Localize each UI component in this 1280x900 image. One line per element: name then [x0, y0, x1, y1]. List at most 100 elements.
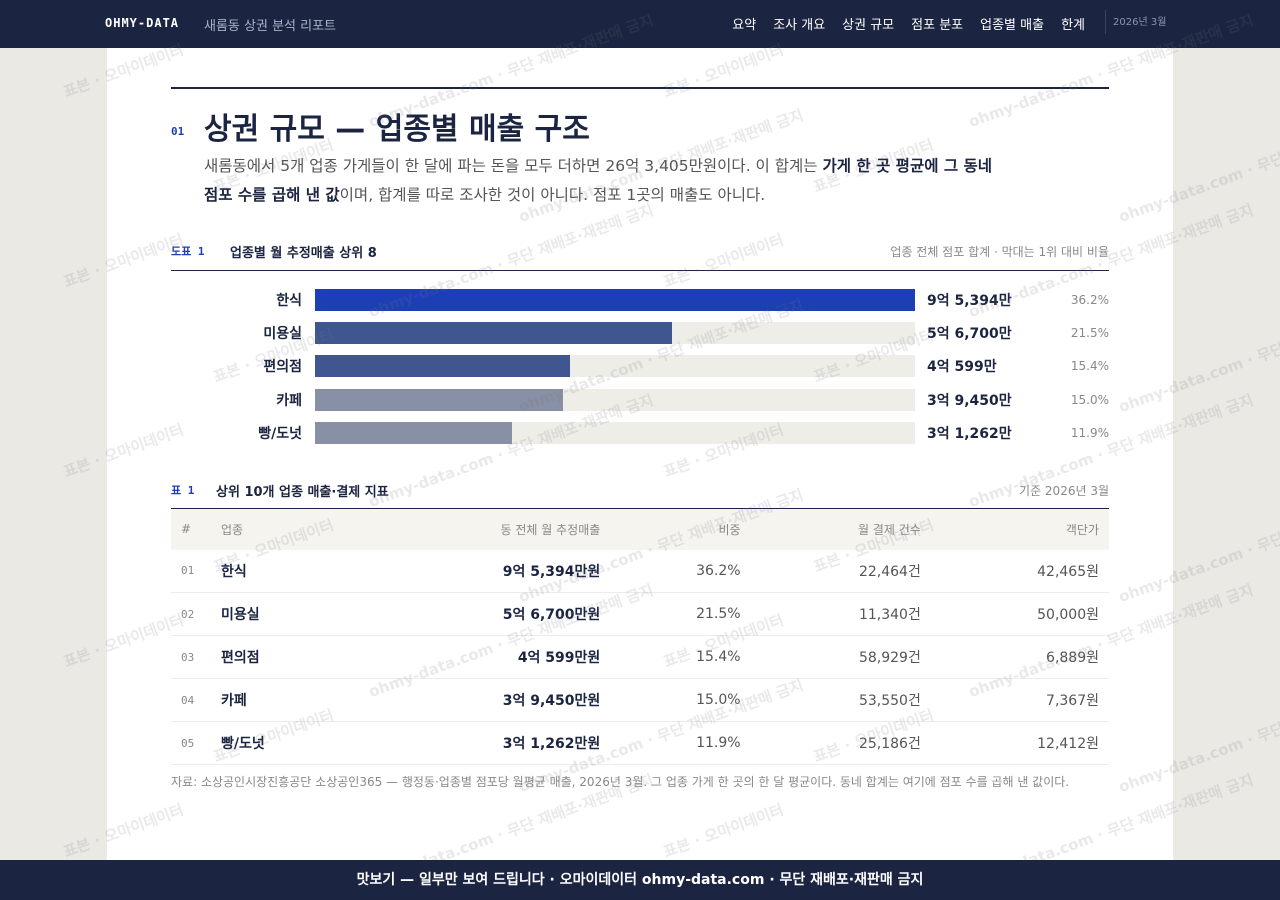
- bar: [315, 388, 564, 411]
- table-title: 상위 10개 업종 매출·결제 지표: [216, 485, 389, 500]
- table-cell: 21.5%: [610, 592, 751, 636]
- table-cell: 05: [171, 721, 211, 765]
- nav-link[interactable]: 요약: [732, 18, 757, 33]
- figure-label: 도표 1: [171, 245, 205, 258]
- nav-link[interactable]: 점포 분포: [911, 18, 964, 33]
- nav-link[interactable]: 한계: [1061, 18, 1085, 33]
- share-label: 15.4%: [1070, 359, 1109, 374]
- share-label: 36.2%: [1070, 293, 1109, 307]
- section-paragraph: 새롬동에서 5개 업종 가게들이 한 달에 파는 돈을 모두 더하면 26억 3…: [204, 152, 1004, 210]
- bar: [315, 421, 512, 444]
- table-row: 01 한식 9억 5,394만원 36.2% 22,464건 42,465원: [171, 549, 1109, 593]
- bar-track: [315, 289, 915, 311]
- table-cell: 6,889원: [930, 635, 1109, 679]
- table-cell: 58,929건: [750, 635, 931, 679]
- table-cell: 02: [171, 592, 211, 636]
- nav-link[interactable]: 조사 개요: [773, 18, 826, 33]
- section-number: 01: [171, 125, 185, 138]
- share-label: 21.5%: [1070, 326, 1109, 341]
- bar-row: 편의점 4억 599만 15.4%: [171, 355, 1109, 378]
- table-cell: 11.9%: [610, 721, 751, 765]
- paragraph-text: 가게 한 곳 평균에 그 동네 점포 수를 곱해 낸 값: [204, 157, 993, 204]
- table-header: # 업종 동 전체 월 추정매출 비중 월 결제 건수 객단가: [171, 508, 1109, 550]
- nav-link[interactable]: 상권 규모: [842, 18, 895, 33]
- column-header: 비중: [610, 508, 751, 550]
- table-label: 표 1: [171, 484, 195, 497]
- table-body: 01 한식 9억 5,394만원 36.2% 22,464건 42,465원 02 미용실 5억…: [171, 549, 1109, 765]
- table-row: 03 편의점 4억 599만원 15.4% 58,929건 6,889원: [171, 635, 1109, 679]
- table-cell: 25,186건: [750, 721, 931, 765]
- table-cell: 22,464건: [750, 549, 931, 593]
- bar: [315, 355, 571, 378]
- bar-row: 한식 9억 5,394만 36.2%: [171, 289, 1109, 311]
- top-nav: OHMY-DATA 새롬동 상권 분석 리포트 요약 조사 개요 상권 규모 점포 분…: [0, 0, 1280, 48]
- nav-links: 요약 조사 개요 상권 규모 점포 분포 업종별 매출 한계: [732, 14, 1085, 33]
- table-cell: 53,550건: [750, 678, 931, 722]
- table-note: 기준 2026년 3월: [1019, 484, 1109, 498]
- table-cell: 편의점: [211, 635, 350, 679]
- brand[interactable]: OHMY-DATA: [105, 16, 180, 30]
- table-source: 자료: 소상공인시장진흥공단 소상공인365 — 행정동·업종별 점포당 월평균…: [171, 775, 1070, 789]
- table-cell: 4억 599만원: [349, 635, 611, 679]
- bar-track: [315, 322, 915, 345]
- nav-link[interactable]: 업종별 매출: [980, 18, 1045, 33]
- table-cell: 3억 1,262만원: [349, 721, 611, 765]
- table-cell: 50,000원: [930, 592, 1109, 636]
- nav-date: 2026년 3월: [1105, 10, 1166, 34]
- table-cell: 01: [171, 549, 211, 593]
- paragraph-text: 이며, 합계를 따로 조사한 것이 아니다. 점포 1곳의 매출도 아니다.: [339, 186, 766, 204]
- column-header: 업종: [211, 508, 350, 550]
- table-cell: 3억 9,450만원: [349, 678, 611, 722]
- table-cell: 15.0%: [610, 678, 751, 722]
- figure-title: 업종별 월 추정매출 상위 8: [230, 246, 377, 261]
- table-cell: 11,340건: [750, 592, 931, 636]
- category-label: 빵/도넛: [258, 425, 302, 442]
- footer-banner: 맛보기 — 일부만 보여 드립니다 · 오마이데이터 ohmy-data.com…: [0, 860, 1280, 900]
- figure-note: 업종 전체 점포 합계 · 막대는 1위 대비 비율: [890, 245, 1109, 259]
- table-cell: 04: [171, 678, 211, 722]
- category-label: 편의점: [263, 359, 302, 376]
- category-label: 미용실: [263, 326, 302, 343]
- table-cell: 미용실: [211, 592, 350, 636]
- value-label: 4억 599만: [927, 359, 997, 376]
- section-rule: [171, 87, 1109, 89]
- table-cell: 7,367원: [930, 678, 1109, 722]
- table-cell: 5억 6,700만원: [349, 592, 611, 636]
- figure-rule: [171, 270, 1109, 271]
- table-cell: 9억 5,394만원: [349, 549, 611, 593]
- table-cell: 12,412원: [930, 721, 1109, 765]
- nav-subtitle: 새롬동 상권 분석 리포트: [204, 19, 336, 34]
- bar-track: [315, 388, 915, 411]
- table: # 업종 동 전체 월 추정매출 비중 월 결제 건수 객단가 01 한식 9억 5,394만원…: [171, 508, 1109, 765]
- paragraph-text: 새롬동에서 5개 업종 가게들이 한 달에 파는 돈을 모두 더하면 26억 3…: [204, 157, 823, 175]
- bar-row: 미용실 5억 6,700만 21.5%: [171, 322, 1109, 345]
- share-label: 15.0%: [1070, 392, 1109, 407]
- category-label: 카페: [276, 392, 302, 409]
- bar-track: [315, 421, 915, 444]
- bar-track: [315, 355, 915, 378]
- table-cell: 빵/도넛: [211, 721, 350, 765]
- section-title: 상권 규모 — 업종별 매출 구조: [204, 112, 590, 147]
- table-cell: 36.2%: [610, 549, 751, 593]
- value-label: 3억 9,450만: [927, 392, 1012, 409]
- bar-row: 카페 3억 9,450만 15.0%: [171, 388, 1109, 411]
- column-header: #: [171, 508, 211, 550]
- table-cell: 42,465원: [930, 549, 1109, 593]
- column-header: 월 결제 건수: [750, 508, 931, 550]
- category-label: 한식: [276, 293, 302, 309]
- bar: [315, 322, 672, 345]
- table-row: 04 카페 3억 9,450만원 15.0% 53,550건 7,367원: [171, 678, 1109, 722]
- share-label: 11.9%: [1070, 425, 1109, 440]
- table-row: 05 빵/도넛 3억 1,262만원 11.9% 25,186건 12,412원: [171, 721, 1109, 765]
- table-cell: 03: [171, 635, 211, 679]
- value-label: 5억 6,700만: [927, 326, 1012, 343]
- table-cell: 카페: [211, 678, 350, 722]
- bar-row: 빵/도넛 3억 1,262만 11.9%: [171, 421, 1109, 444]
- table-cell: 한식: [211, 549, 350, 593]
- value-label: 3억 1,262만: [927, 425, 1012, 442]
- table-cell: 15.4%: [610, 635, 751, 679]
- column-header: 동 전체 월 추정매출: [349, 508, 611, 550]
- column-header: 객단가: [930, 508, 1109, 550]
